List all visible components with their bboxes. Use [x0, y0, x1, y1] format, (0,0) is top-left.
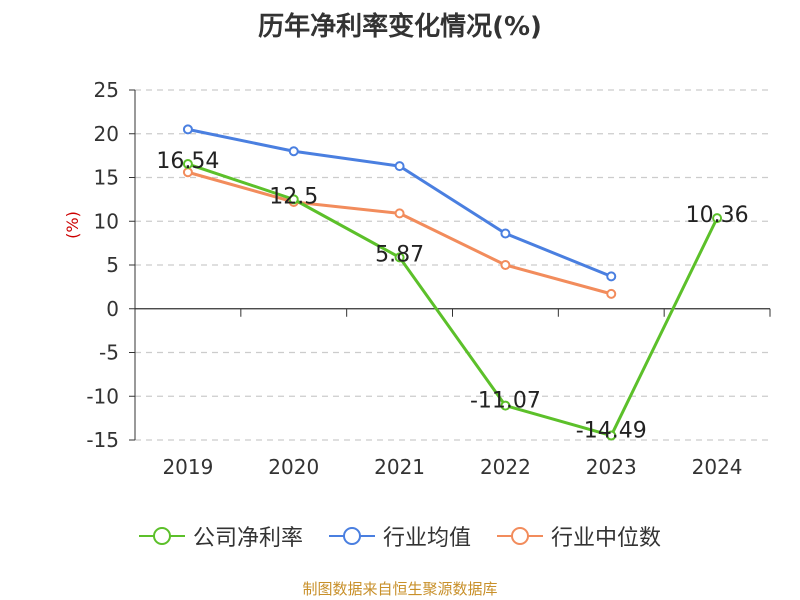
data-point [500, 260, 511, 270]
legend-marker-icon [328, 527, 375, 545]
legend-item-0[interactable]: 公司净利率 [138, 520, 303, 552]
y-tick-label: 25 [94, 78, 119, 102]
legend-item-1[interactable]: 行业均值 [328, 520, 471, 552]
line-chart: -15 -10 -5 0 5 10 15 20 25 2019 2020 2021 2022 2023 20… [63, 78, 771, 479]
y-axis-label: (%) [63, 211, 82, 239]
data-label: 5.87 [375, 242, 424, 267]
y-tick-label: -5 [99, 341, 119, 365]
data-point [182, 159, 193, 170]
data-point [394, 208, 405, 219]
legend-label: 公司净利率 [192, 526, 303, 551]
legend-label: 行业中位数 [551, 526, 662, 551]
x-tick-label: 2020 [268, 455, 319, 479]
x-tick-label: 2024 [692, 455, 743, 479]
legend-label: 行业均值 [382, 526, 471, 551]
data-point [712, 213, 723, 224]
y-tick-label: 15 [94, 166, 119, 190]
source-note: 制图数据来自恒生聚源数据库 [302, 580, 498, 598]
data-point [182, 124, 193, 135]
y-tick-label: 10 [94, 209, 119, 233]
data-point [606, 430, 617, 441]
data-label: 12.5 [269, 184, 318, 209]
x-tick-label: 2022 [480, 455, 531, 479]
series-line-0 [187, 162, 719, 438]
legend-marker-icon [497, 527, 543, 545]
data-label: -14.49 [576, 419, 647, 444]
data-point [500, 400, 511, 411]
y-tick-label: 5 [106, 253, 119, 277]
x-tick-label: 2021 [374, 455, 425, 479]
data-point [394, 161, 405, 172]
chart-title: 历年净利率变化情况(%) [258, 12, 542, 42]
legend-marker-icon [138, 527, 185, 545]
data-label: 10.36 [686, 203, 749, 228]
series-line-2 [187, 170, 612, 296]
y-tick-label: 20 [94, 122, 119, 146]
data-point [606, 288, 617, 299]
y-tick-label: 0 [106, 297, 119, 321]
data-point [606, 271, 617, 282]
x-tick-label: 2023 [586, 455, 637, 479]
data-point [500, 228, 511, 239]
data-point [288, 146, 299, 157]
data-label: -11.07 [470, 389, 541, 414]
chart-legend[interactable]: 公司净利率 行业均值 行业中位数 [0, 520, 800, 552]
y-tick-label: -10 [86, 384, 119, 408]
legend-item-2[interactable]: 行业中位数 [497, 520, 661, 552]
x-tick-label: 2019 [162, 455, 213, 479]
data-point [394, 252, 405, 263]
y-tick-label: -15 [86, 428, 119, 452]
data-point [288, 194, 299, 205]
data-label: 16.54 [156, 149, 219, 174]
